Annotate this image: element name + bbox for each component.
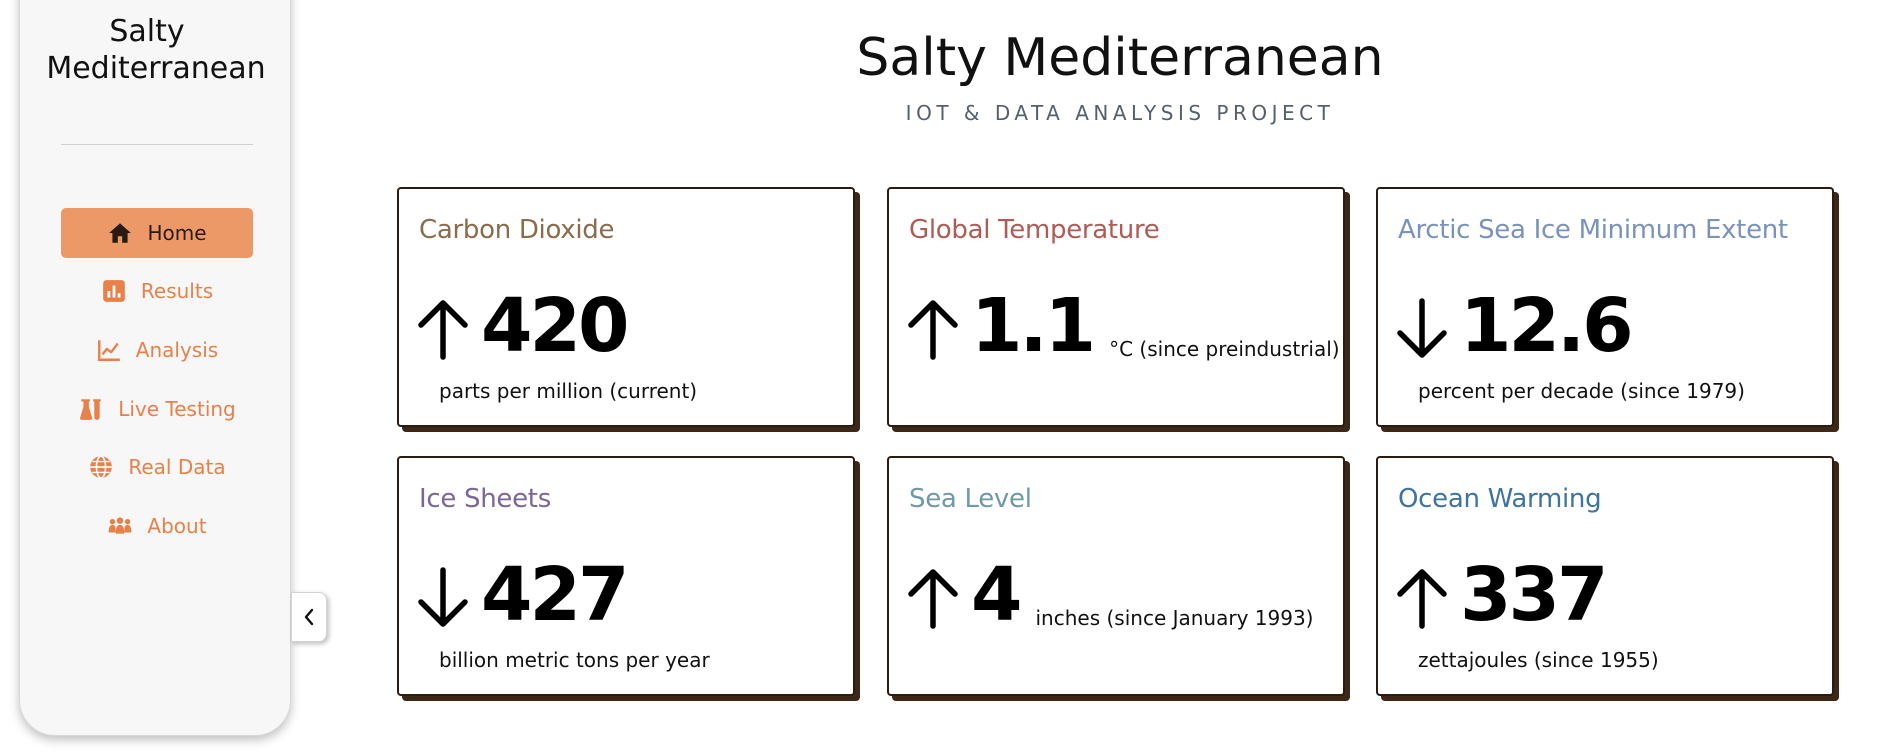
card-unit: percent per decade (since 1979)	[1418, 379, 1745, 403]
card-title: Carbon Dioxide	[419, 215, 615, 245]
card-value: 1.1	[971, 283, 1096, 369]
page-title: Salty Mediterranean	[856, 28, 1384, 88]
flask-icon	[80, 399, 101, 420]
chevron-left-icon	[304, 608, 314, 626]
card-title: Arctic Sea Ice Minimum Extent	[1398, 215, 1788, 245]
card-unit: billion metric tons per year	[439, 648, 710, 672]
sidebar-collapse-button[interactable]	[291, 592, 327, 642]
card-unit: parts per million (current)	[439, 379, 698, 403]
bar-chart-icon	[103, 280, 125, 302]
stat-card-carbon-dioxide: Carbon Dioxide 420 parts per million (cu…	[397, 187, 855, 427]
card-title: Sea Level	[909, 484, 1032, 514]
sidebar-item-live-testing[interactable]: Live Testing	[61, 384, 253, 434]
card-value-row: 12.6	[1396, 283, 1634, 369]
page-subtitle: IOT & DATA ANALYSIS PROJECT	[905, 101, 1335, 125]
stat-card-ice-sheets: Ice Sheets 427 billion metric tons per y…	[397, 456, 855, 696]
sidebar-item-label: Live Testing	[118, 397, 236, 421]
arrow-down-icon	[1397, 298, 1447, 358]
arrow-up-icon	[1397, 569, 1447, 629]
card-value: 337	[1460, 552, 1608, 638]
sidebar-item-home[interactable]: Home	[61, 208, 253, 258]
people-icon	[109, 517, 132, 534]
card-value-row: 420	[417, 283, 629, 369]
card-title: Global Temperature	[909, 215, 1160, 245]
arrow-up-icon	[418, 300, 468, 360]
home-icon	[109, 223, 132, 243]
arrow-up-icon	[908, 300, 958, 360]
card-title: Ice Sheets	[419, 484, 551, 514]
brand-line-1: Salty	[109, 14, 185, 49]
stat-card-arctic-sea-ice: Arctic Sea Ice Minimum Extent 12.6 perce…	[1376, 187, 1834, 427]
brand-line-2: Mediterranean	[46, 51, 266, 86]
card-value: 427	[481, 552, 629, 638]
card-unit: inches (since January 1993)	[1035, 606, 1314, 630]
line-chart-icon	[97, 340, 120, 361]
sidebar-item-label: Home	[147, 221, 207, 245]
card-value-row: 1.1 °C (since preindustrial)	[907, 289, 1340, 363]
sidebar-item-label: Analysis	[135, 338, 219, 362]
stat-card-sea-level: Sea Level 4 inches (since January 1993)	[887, 456, 1345, 696]
sidebar-item-label: Results	[140, 279, 214, 303]
card-value: 12.6	[1460, 283, 1634, 369]
sidebar-item-label: Real Data	[128, 455, 226, 479]
card-value: 4	[971, 552, 1022, 638]
card-value-row: 427	[417, 552, 629, 638]
stat-card-global-temperature: Global Temperature 1.1 °C (since preindu…	[887, 187, 1345, 427]
card-value-row: 4 inches (since January 1993)	[907, 558, 1313, 632]
sidebar-divider	[61, 144, 253, 145]
card-value-row: 337	[1396, 552, 1608, 638]
sidebar-item-about[interactable]: About	[61, 501, 253, 551]
sidebar-item-label: About	[147, 514, 207, 538]
globe-icon	[90, 455, 113, 479]
stat-card-ocean-warming: Ocean Warming 337 zettajoules (since 195…	[1376, 456, 1834, 696]
card-unit: °C (since preindustrial)	[1109, 337, 1340, 361]
brand-title[interactable]: Salty Mediterranean	[20, 13, 292, 87]
arrow-up-icon	[908, 569, 958, 629]
card-title: Ocean Warming	[1398, 484, 1602, 514]
sidebar-item-results[interactable]: Results	[61, 266, 253, 316]
sidebar: Salty Mediterranean Home Results	[19, 0, 291, 736]
arrow-down-icon	[418, 567, 468, 627]
sidebar-item-analysis[interactable]: Analysis	[61, 325, 253, 375]
card-value: 420	[481, 283, 629, 369]
sidebar-item-real-data[interactable]: Real Data	[61, 442, 253, 492]
card-unit: zettajoules (since 1955)	[1418, 648, 1659, 672]
